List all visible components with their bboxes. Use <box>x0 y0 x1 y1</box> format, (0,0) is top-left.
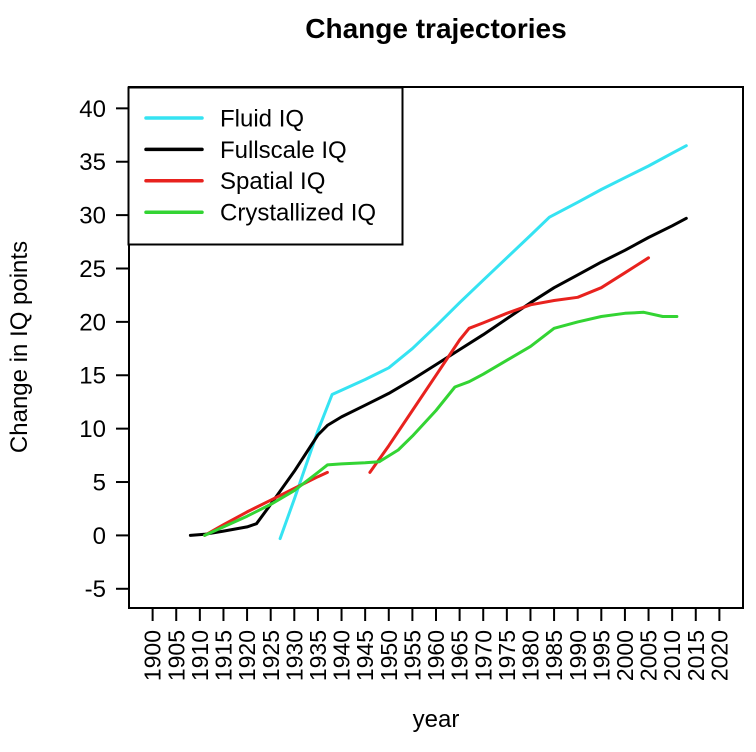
x-axis-tick-label: 1990 <box>565 630 591 681</box>
x-axis-tick-label: 1915 <box>211 630 237 681</box>
x-axis-tick-label: 2000 <box>612 630 638 681</box>
x-axis-tick-label: 1960 <box>423 630 449 681</box>
x-axis-tick-label: 1900 <box>140 630 166 681</box>
y-axis-label: Change in IQ points <box>6 241 33 453</box>
x-axis-tick-label: 1980 <box>518 630 544 681</box>
x-axis-tick-label: 1995 <box>588 630 614 681</box>
legend-label-fullscale-iq: Fullscale IQ <box>220 137 347 164</box>
series-line-fluid-iq <box>278 144 688 541</box>
legend-label-spatial-iq: Spatial IQ <box>220 168 325 195</box>
x-axis-tick-label: 1955 <box>399 630 425 681</box>
x-axis-tick-label: 1965 <box>447 630 473 681</box>
series-line-spatial-iq <box>203 470 329 537</box>
series-line-crystallized-iq <box>203 310 679 537</box>
x-axis-tick-label: 1970 <box>470 630 496 681</box>
series-line-spatial-iq <box>368 256 650 474</box>
x-axis-tick-label: 1940 <box>329 630 355 681</box>
x-axis-tick-label: 1975 <box>494 630 520 681</box>
plot-area: -505101520253035401900190519101915192019… <box>79 86 744 681</box>
legend-label-fluid-iq: Fluid IQ <box>220 105 304 132</box>
y-axis-tick-label: 20 <box>79 309 106 336</box>
legend-box <box>127 86 404 246</box>
x-axis-tick-label: 1950 <box>376 630 402 681</box>
y-axis-tick-label: 25 <box>79 256 106 283</box>
x-axis-tick-label: 1920 <box>234 630 260 681</box>
y-axis-tick-label: 10 <box>79 416 106 443</box>
y-axis-tick-label: 15 <box>79 363 106 390</box>
y-axis-tick-label: 5 <box>93 469 106 496</box>
x-axis-tick-label: 2010 <box>659 630 685 681</box>
y-axis-tick-label: 35 <box>79 149 106 176</box>
x-axis-tick-label: 1905 <box>163 630 189 681</box>
x-axis-tick-label: 2020 <box>706 630 732 681</box>
x-axis-tick-label: 1935 <box>305 630 331 681</box>
y-axis-tick-label: 40 <box>79 96 106 123</box>
legend-label-crystallized-iq: Crystallized IQ <box>220 200 376 227</box>
y-axis-tick-label: -5 <box>85 576 106 603</box>
series-line-fullscale-iq <box>188 216 688 537</box>
y-axis-tick-label: 0 <box>93 523 106 550</box>
chart-title: Change trajectories <box>305 13 566 44</box>
y-axis-tick-label: 30 <box>79 203 106 230</box>
x-axis-tick-label: 1925 <box>258 630 284 681</box>
x-axis-tick-label: 1910 <box>187 630 213 681</box>
x-axis-label: year <box>413 706 460 733</box>
x-axis-tick-label: 1985 <box>541 630 567 681</box>
x-axis-tick-label: 2015 <box>683 630 709 681</box>
x-axis-tick-label: 1930 <box>281 630 307 681</box>
x-axis-tick-label: 2005 <box>636 630 662 681</box>
x-axis-tick-label: 1945 <box>352 630 378 681</box>
